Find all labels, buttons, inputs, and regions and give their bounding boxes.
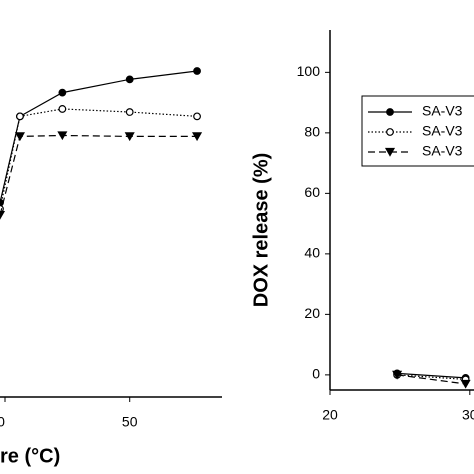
series-line — [397, 374, 466, 385]
x-axis-label: re (°C) — [0, 445, 60, 467]
marker — [58, 105, 67, 113]
series-line — [397, 372, 466, 379]
marker — [192, 132, 203, 142]
legend-label: SA-V3 — [422, 103, 463, 119]
marker — [16, 112, 24, 121]
plot: 0 50 re (°C) — [0, 67, 222, 467]
series-line — [0, 134, 198, 216]
x-tick-label: 20 — [322, 407, 338, 423]
marker — [193, 112, 201, 121]
series-line — [397, 374, 466, 381]
marker — [392, 370, 403, 380]
legend-label: SA-V3 — [422, 143, 463, 159]
legend-marker — [386, 108, 394, 116]
y-tick-label: 100 — [297, 63, 321, 79]
y-tick-label: 20 — [304, 305, 320, 321]
legend-label: SA-V3 — [422, 123, 463, 139]
x-tick-label: 50 — [122, 414, 138, 430]
marker — [124, 132, 135, 142]
marker — [460, 379, 471, 389]
marker — [57, 131, 68, 141]
y-tick-label: 0 — [312, 366, 320, 382]
marker — [125, 108, 134, 116]
plot: 20 30 0 20 40 60 80 100 DOX release (%) SA-V3 SA-V… — [250, 30, 474, 423]
series-line — [0, 70, 198, 203]
y-tick-label: 40 — [304, 245, 320, 261]
legend-marker — [384, 147, 396, 157]
y-axis-label: DOX release (%) — [250, 153, 272, 308]
marker — [125, 75, 134, 84]
marker — [0, 210, 6, 220]
legend-box — [361, 95, 474, 167]
legend-marker — [386, 128, 394, 136]
marker — [58, 88, 67, 97]
series-line — [0, 108, 198, 210]
x-tick-label: 30 — [462, 407, 474, 423]
marker — [14, 132, 25, 142]
marker — [193, 67, 201, 75]
y-tick-label: 60 — [304, 184, 320, 200]
x-tick-label: 0 — [0, 414, 5, 430]
y-tick-label: 80 — [304, 124, 320, 140]
